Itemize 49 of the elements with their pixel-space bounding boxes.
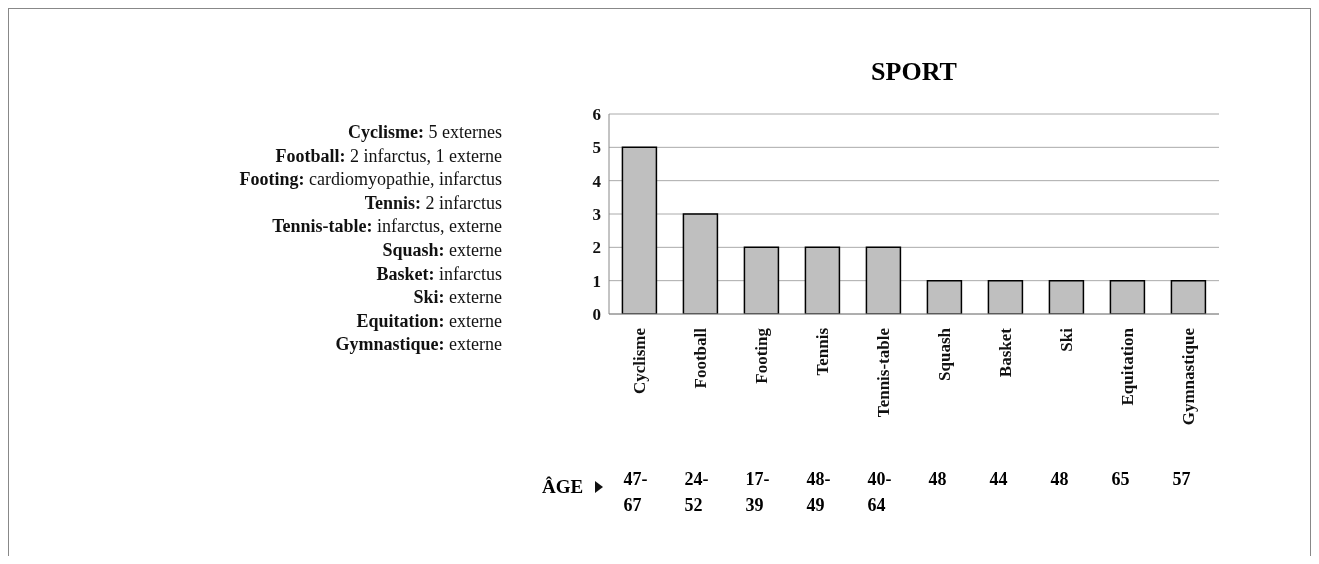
text: 48-49	[806, 468, 832, 517]
y-tick-label: 5	[592, 138, 601, 158]
x-tick-label: Football	[691, 327, 710, 389]
x-tick-label: Squash	[935, 327, 954, 381]
text: 65	[1111, 468, 1131, 491]
text: Squash: externe	[381, 238, 502, 262]
x-tick-label: Footing	[752, 327, 771, 384]
y-tick-label: 1	[592, 271, 601, 291]
bar	[1170, 279, 1207, 314]
x-tick-label: Gymnastique	[1179, 327, 1198, 426]
text: 17-39	[745, 468, 771, 517]
text: Equitation: externe	[355, 309, 502, 333]
text: 47-67	[623, 468, 649, 517]
x-tick-label: Basket	[996, 327, 1015, 378]
y-tick-label: 3	[592, 205, 601, 225]
x-tick-label: Ski	[1057, 327, 1076, 352]
y-tick-label: 4	[592, 171, 602, 191]
text: Football: 2 infarctus, 1 externe	[274, 144, 502, 168]
text: 24-52	[684, 468, 710, 517]
x-tick-label: Tennis	[813, 327, 832, 376]
text: Basket: infarctus	[375, 262, 502, 286]
bar	[682, 213, 719, 314]
text: Cyclisme: 5 externes	[347, 121, 502, 144]
chart-title: SPORT	[870, 57, 958, 87]
text: ÂGE	[542, 476, 584, 498]
y-tick-label: 0	[592, 305, 601, 325]
x-tick-label: Equitation	[1118, 327, 1137, 406]
text: Tennis-table: infarctus, externe	[271, 215, 502, 239]
text: 40-64	[867, 468, 893, 517]
text: Footing: cardiomyopathie, infarctus	[239, 168, 502, 192]
text: Tennis: 2 infarctus	[363, 191, 502, 215]
text: 48	[1050, 468, 1070, 491]
bar	[621, 146, 658, 314]
text: 48	[928, 468, 948, 491]
bar	[804, 246, 841, 314]
text: 57	[1172, 468, 1192, 491]
text: 44	[989, 468, 1009, 491]
bar	[865, 246, 902, 314]
y-tick-label: 6	[592, 105, 601, 125]
bar	[926, 279, 963, 314]
bar	[743, 246, 780, 314]
text: Gymnastique: externe	[334, 333, 502, 357]
x-tick-label: Cyclisme	[630, 327, 649, 395]
text: Ski: externe	[412, 286, 502, 310]
bar	[1109, 279, 1146, 314]
x-tick-label: Tennis-table	[874, 327, 893, 418]
bar	[1048, 279, 1085, 314]
bar	[987, 279, 1024, 314]
y-tick-label: 2	[592, 238, 601, 258]
